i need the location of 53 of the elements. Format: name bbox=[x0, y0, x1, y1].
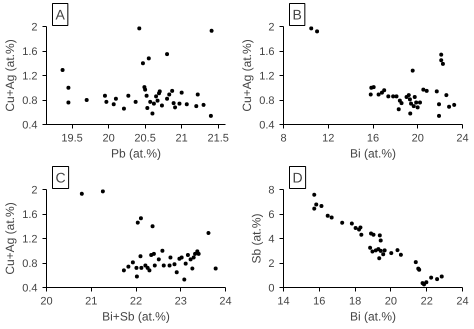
x-tick-label: 18 bbox=[348, 296, 362, 308]
x-tick-label: 24 bbox=[456, 132, 469, 144]
y-tick-label: 8 bbox=[268, 184, 275, 196]
y-axis-title: Cu+Ag (at.%) bbox=[3, 202, 18, 275]
x-axis-title: Pb (at.%) bbox=[110, 146, 162, 160]
x-tick-label: 23 bbox=[174, 296, 187, 308]
x-tick-label: 12 bbox=[322, 132, 334, 144]
y-tick-label: 6 bbox=[268, 209, 275, 221]
x-tick-label: 16 bbox=[313, 296, 326, 308]
x-tick-label: 20 bbox=[40, 296, 53, 308]
x-tick-label: 20 bbox=[102, 132, 115, 144]
y-tick-label: 0.4 bbox=[259, 120, 275, 132]
x-tick-label: 24 bbox=[219, 296, 232, 308]
y-tick-label: 1.6 bbox=[259, 46, 275, 58]
y-axis-title: Sb (at.%) bbox=[249, 213, 264, 264]
x-tick-label: 24 bbox=[456, 296, 469, 308]
x-axis-title: Bi (at.%) bbox=[350, 310, 396, 324]
y-tick-label: 0.8 bbox=[22, 95, 38, 107]
y-tick-label: 2 bbox=[268, 22, 275, 34]
y-tick-label: 1.6 bbox=[22, 46, 38, 58]
y-tick-label: 1.2 bbox=[259, 70, 275, 82]
y-tick-label: 0 bbox=[268, 282, 275, 294]
y-tick-label: 0.4 bbox=[22, 282, 38, 294]
y-axis-title: Cu+Ag (at.%) bbox=[240, 39, 254, 112]
x-tick-label: 20 bbox=[384, 296, 398, 308]
y-tick-label: 4 bbox=[268, 234, 275, 246]
x-axis-title: Bi (at.%) bbox=[350, 146, 396, 160]
x-tick-label: 21.5 bbox=[207, 132, 229, 144]
chart-title: A bbox=[56, 6, 66, 22]
x-axis-title: Bi+Sb (at.%) bbox=[102, 310, 170, 324]
x-tick-label: 14 bbox=[277, 296, 290, 308]
y-axis-title: Cu+Ag (at.%) bbox=[3, 39, 18, 112]
y-tick-label: 0.4 bbox=[22, 120, 38, 132]
x-tick-label: 8 bbox=[280, 132, 287, 144]
y-tick-label: 2 bbox=[31, 184, 38, 196]
x-tick-label: 22 bbox=[130, 296, 142, 308]
y-tick-label: 0.8 bbox=[22, 258, 38, 270]
x-tick-label: 22 bbox=[420, 296, 433, 308]
x-tick-label: 20 bbox=[412, 132, 424, 144]
y-tick-label: 1.2 bbox=[22, 234, 38, 246]
chart-title: B bbox=[292, 6, 302, 22]
y-tick-label: 2 bbox=[31, 22, 38, 34]
y-tick-label: 0.8 bbox=[259, 95, 275, 107]
x-tick-label: 19.5 bbox=[61, 132, 83, 144]
y-tick-label: 2 bbox=[268, 258, 275, 270]
x-tick-label: 20.5 bbox=[134, 132, 156, 144]
x-tick-label: 21 bbox=[85, 296, 98, 308]
x-tick-label: 21 bbox=[176, 132, 188, 144]
chart-title: C bbox=[56, 170, 66, 186]
y-tick-label: 1.2 bbox=[22, 70, 38, 82]
y-tick-label: 1.6 bbox=[22, 209, 38, 221]
x-tick-label: 16 bbox=[366, 132, 380, 144]
chart-title: D bbox=[292, 170, 303, 186]
